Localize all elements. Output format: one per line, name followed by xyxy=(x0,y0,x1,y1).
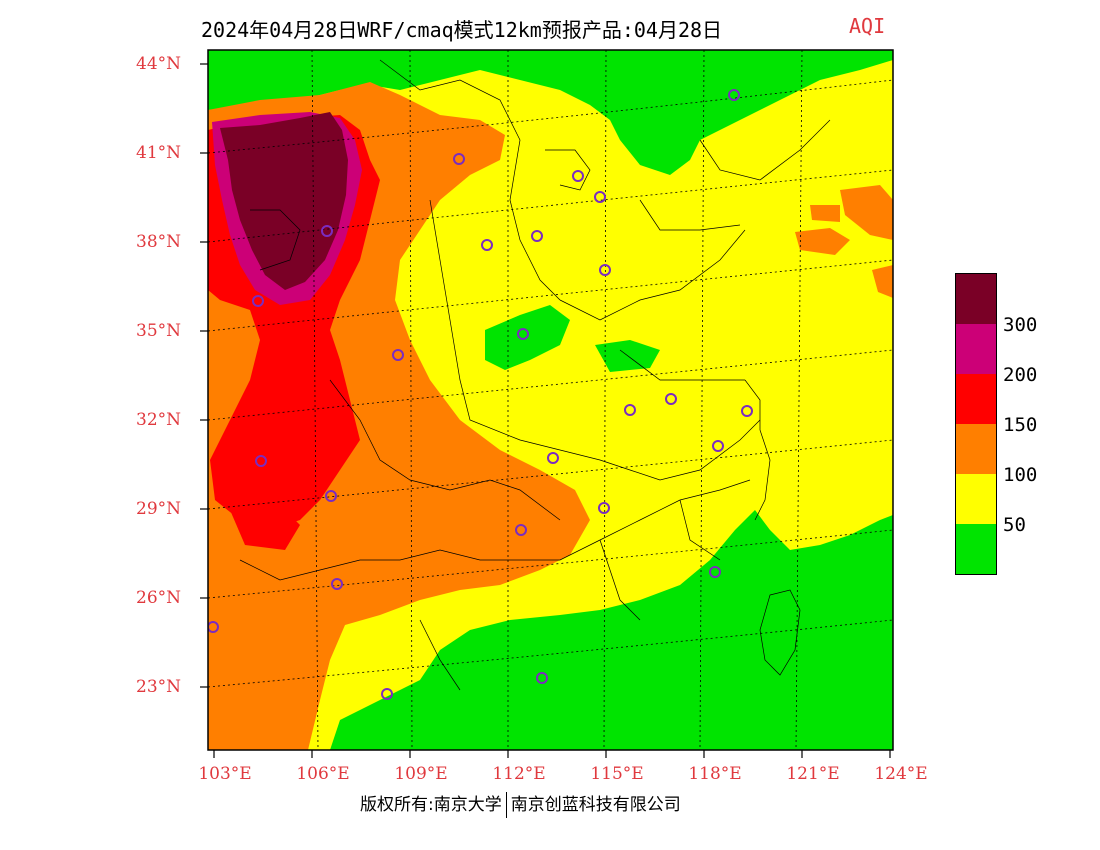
lon-label: 106°E xyxy=(296,764,350,784)
lat-label: 35°N xyxy=(136,321,182,341)
station-marker xyxy=(252,295,264,307)
station-marker xyxy=(709,566,721,578)
station-marker xyxy=(381,688,393,700)
copyright-footer: 版权所有:南京大学 南京创蓝科技有限公司 xyxy=(360,790,681,818)
aqi-zone-usg-northeast xyxy=(840,185,893,240)
title-variable: AQI xyxy=(849,14,886,38)
colorbar-box-hazardous xyxy=(956,274,996,324)
colorbar-box-unhealthy xyxy=(956,374,996,424)
colorbar-box-moderate xyxy=(956,474,996,524)
graticule xyxy=(208,50,893,750)
station-marker xyxy=(741,405,753,417)
aqi-zone-unhealthy-2 xyxy=(230,505,300,550)
aqi-zone-usg-northeast-2 xyxy=(795,228,850,255)
station-marker xyxy=(515,524,527,536)
lat-label: 26°N xyxy=(136,588,182,608)
station-marker xyxy=(712,440,724,452)
lat-label: 29°N xyxy=(136,499,182,519)
station-marker xyxy=(598,502,610,514)
lat-ticks xyxy=(200,63,208,688)
colorbar-box-good xyxy=(956,524,996,574)
station-marker xyxy=(572,170,584,182)
aqi-zone-good-south xyxy=(330,510,893,750)
station-marker xyxy=(624,404,636,416)
station-marker xyxy=(255,455,267,467)
map-title: 2024年04月28日WRF/cmaq模式12km预报产品:04月28日 AQI xyxy=(195,10,915,44)
lon-label: 109°E xyxy=(394,764,448,784)
colorbar-label: 150 xyxy=(1003,414,1038,436)
lat-label: 44°N xyxy=(136,54,182,74)
station-marker xyxy=(547,452,559,464)
station-marker xyxy=(517,328,529,340)
station-marker xyxy=(481,239,493,251)
lon-label: 112°E xyxy=(492,764,546,784)
station-marker xyxy=(453,153,465,165)
copyright-left: 版权所有:南京大学 xyxy=(360,795,502,815)
station-marker xyxy=(536,672,548,684)
aqi-zone-good-north xyxy=(208,50,893,175)
colorbar-box-very-unhealthy xyxy=(956,324,996,374)
map-frame xyxy=(207,49,894,751)
colorbar-label: 100 xyxy=(1003,464,1038,486)
lon-label: 103°E xyxy=(198,764,252,784)
station-marker xyxy=(531,230,543,242)
station-marker xyxy=(594,191,606,203)
title-main: 2024年04月28日WRF/cmaq模式12km预报产品:04月28日 xyxy=(201,18,723,42)
aqi-zone-usg-northeast-3 xyxy=(810,205,840,222)
aqi-zone-hazardous xyxy=(220,112,348,290)
lon-label: 118°E xyxy=(688,764,742,784)
lat-label: 38°N xyxy=(136,232,182,252)
station-marker xyxy=(665,393,677,405)
copyright-right: 南京创蓝科技有限公司 xyxy=(510,795,681,815)
colorbar-label: 300 xyxy=(1003,314,1038,336)
colorbar-box-usg xyxy=(956,424,996,474)
station-marker xyxy=(392,349,404,361)
station-marker xyxy=(728,89,740,101)
station-markers xyxy=(208,89,753,700)
station-marker xyxy=(331,578,343,590)
lon-label: 115°E xyxy=(590,764,644,784)
station-marker xyxy=(599,264,611,276)
footer-separator xyxy=(505,792,507,818)
lon-label: 121°E xyxy=(786,764,840,784)
station-marker xyxy=(208,621,219,633)
lon-ticks xyxy=(213,750,891,758)
colorbar-label: 200 xyxy=(1003,364,1038,386)
aqi-colorbar xyxy=(955,273,997,575)
lon-label: 124°E xyxy=(874,764,928,784)
colorbar-label: 50 xyxy=(1003,514,1026,536)
station-marker xyxy=(325,490,337,502)
boundaries xyxy=(239,59,831,691)
lat-label: 32°N xyxy=(136,410,182,430)
aqi-zone-usg-northeast-4 xyxy=(872,265,893,298)
aqi-field xyxy=(208,50,893,750)
station-marker xyxy=(321,225,333,237)
lat-label: 23°N xyxy=(136,677,182,697)
lat-label: 41°N xyxy=(136,143,182,163)
